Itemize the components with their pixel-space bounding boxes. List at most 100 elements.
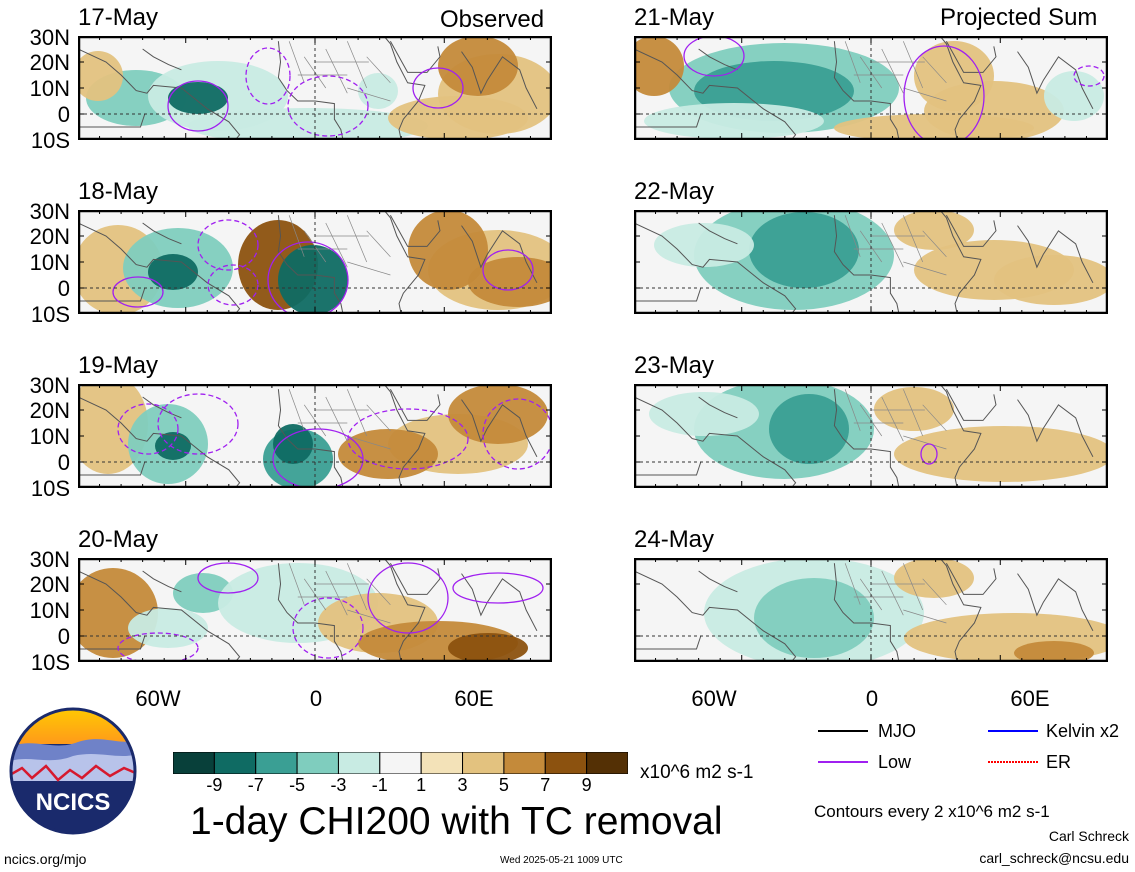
anomaly-region [1044, 71, 1104, 121]
anomaly-region [128, 608, 208, 648]
colorbar-tick-label: -5 [289, 775, 306, 795]
legend-label-mjo: MJO [878, 721, 916, 741]
country-borders [288, 563, 391, 624]
observed-header: Observed [440, 6, 545, 33]
panel-frame [78, 210, 552, 314]
low-contour [292, 597, 364, 659]
colorbar-swatch [586, 752, 628, 774]
colorbar-tick-label: -7 [247, 775, 264, 795]
panel-title-23-may: 23-May [634, 352, 715, 379]
map-panel-22-may [634, 210, 1108, 314]
coastlines [78, 384, 538, 488]
low-contour [117, 632, 199, 662]
coastlines [78, 210, 538, 314]
panel-frame [634, 384, 1108, 488]
low-contour [482, 249, 534, 291]
anomaly-region [649, 392, 759, 436]
colorbar-swatch [544, 752, 588, 774]
anomaly-region [358, 73, 398, 109]
anomaly-region [148, 254, 198, 290]
lon-label-right-0: 0 [865, 686, 879, 711]
lat-label: 20N [29, 398, 70, 423]
panel-title-21-may: 21-May [634, 4, 715, 31]
map-panel-23-may [634, 384, 1108, 488]
low-contour [903, 45, 985, 140]
lat-label: 20N [29, 50, 70, 75]
colorbar-units: x10^6 m2 s-1 [640, 762, 754, 783]
map-panel-21-may [634, 36, 1108, 140]
lon-label-right-60w: 60W [691, 686, 737, 711]
panel-frame [78, 36, 552, 140]
lat-label: 30N [29, 199, 70, 224]
anomaly-region [644, 103, 824, 139]
anomaly-region [78, 51, 123, 101]
anomaly-region [278, 245, 348, 314]
anomaly-region [168, 82, 228, 114]
panel-title-20-may: 20-May [78, 526, 159, 553]
legend-lines [818, 730, 1038, 763]
lat-label: 0 [57, 624, 70, 649]
low-contour [367, 562, 449, 634]
colorbar-swatch [379, 752, 422, 774]
low-contour [347, 408, 469, 470]
low-contour [207, 264, 259, 306]
ncics-logo: NCICS [9, 707, 137, 835]
coastlines [634, 210, 1094, 314]
anomaly-region [448, 384, 548, 444]
low-contour [117, 403, 179, 455]
panel-frame [634, 36, 1108, 140]
colorbar-swatch [213, 752, 257, 774]
colorbar-tick-label: 9 [581, 775, 592, 795]
anomaly-region [634, 36, 684, 96]
colorbar-tick-label: 3 [457, 775, 468, 795]
colorbar-swatch [503, 752, 546, 774]
anomaly-region [388, 96, 528, 140]
lon-label-left-60e: 60E [454, 686, 494, 711]
country-borders [288, 41, 391, 102]
country-borders [844, 563, 947, 624]
coastlines [78, 36, 538, 140]
anomaly-region [894, 558, 974, 598]
figure-title: 1-day CHI200 with TC removal [190, 800, 723, 843]
contour-note: Contours every 2 x10^6 m2 s-1 [814, 802, 1050, 821]
colorbar-swatch [337, 752, 381, 774]
lat-label: 20N [29, 572, 70, 597]
low-contour [272, 428, 364, 488]
map-panel-18-may [78, 210, 552, 314]
lat-label: 0 [57, 102, 70, 127]
lat-label: 30N [29, 547, 70, 572]
coastlines [634, 36, 1094, 140]
low-contour [197, 219, 259, 271]
legend-label-kelvin: Kelvin x2 [1046, 721, 1120, 741]
country-borders [288, 215, 391, 276]
lat-label: 30N [29, 373, 70, 398]
site-url[interactable]: ncics.org/mjo [4, 851, 87, 867]
lat-label: 0 [57, 276, 70, 301]
low-contour [683, 36, 745, 77]
anomaly-region [408, 210, 488, 290]
lat-label: 20N [29, 224, 70, 249]
colorbar-tick-label: 1 [416, 775, 427, 795]
lat-label: 0 [57, 450, 70, 475]
panel-title-24-may: 24-May [634, 526, 715, 553]
coastlines [634, 558, 1094, 662]
lat-label: 10S [30, 476, 70, 501]
anomaly-region [749, 212, 859, 288]
anomaly-region [894, 426, 1108, 482]
panel-frame [78, 558, 552, 662]
anomaly-region [448, 633, 528, 662]
anomaly-region [834, 114, 1034, 140]
timestamp: Wed 2025-05-21 1009 UTC [500, 855, 623, 866]
panel-frame [634, 558, 1108, 662]
anomaly-region [438, 36, 518, 96]
anomaly-region [654, 223, 754, 267]
low-contour [920, 443, 938, 465]
panel-frame [78, 384, 552, 488]
lat-label: 10S [30, 650, 70, 675]
lat-label: 10N [29, 424, 70, 449]
anomaly-region [894, 210, 974, 250]
colorbar-swatch [420, 752, 464, 774]
panel-title-22-may: 22-May [634, 178, 715, 205]
author-email: carl_schreck@ncsu.edu [979, 850, 1129, 866]
lat-label: 10S [30, 128, 70, 153]
